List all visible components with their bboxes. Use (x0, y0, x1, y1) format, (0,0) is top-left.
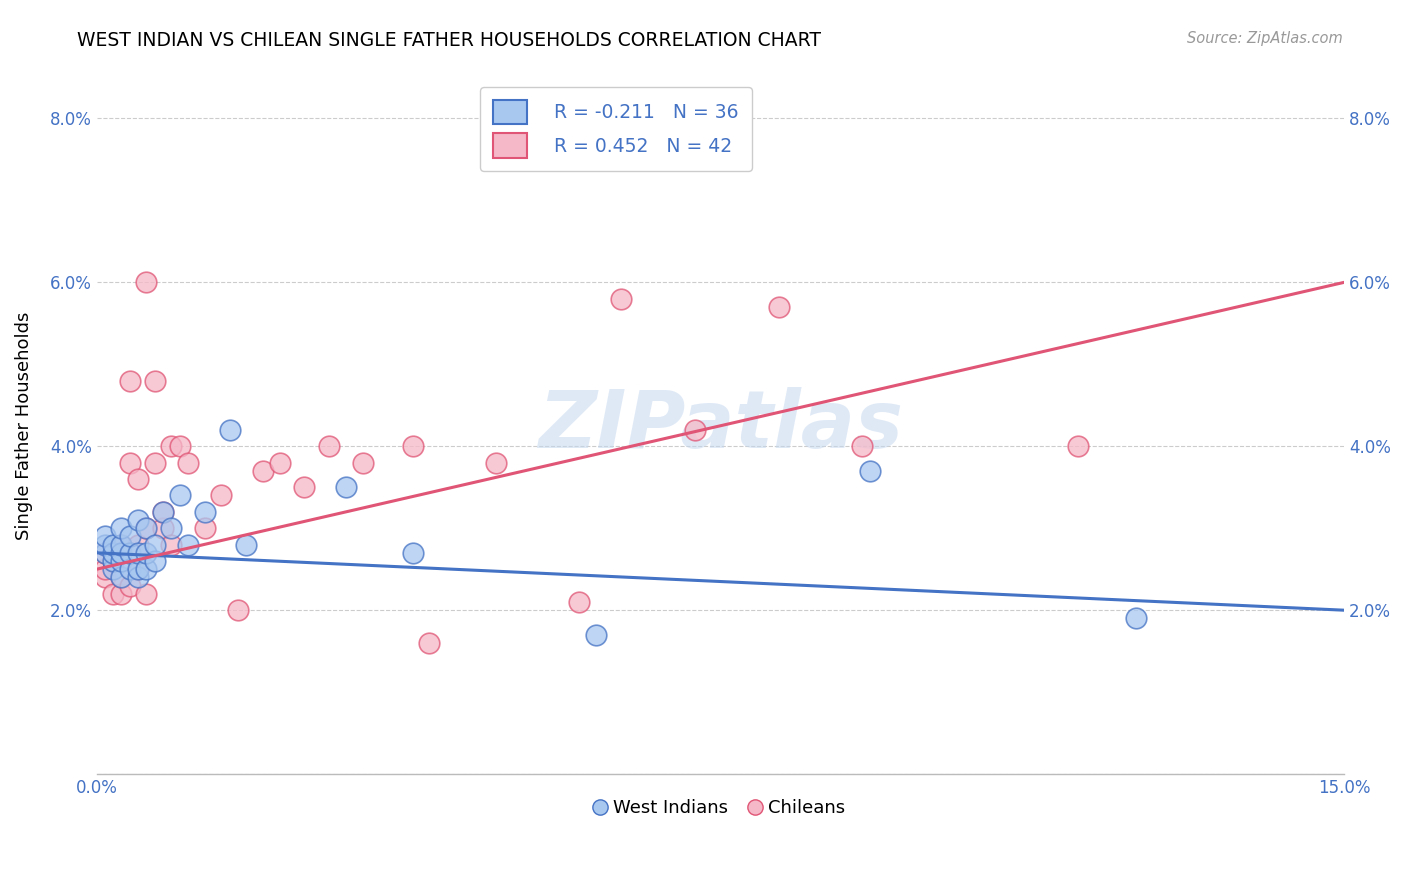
Point (127, 546, 149, 560)
Point (294, 480, 316, 494)
Point (110, 570, 132, 584)
Point (152, 521, 174, 535)
Point (851, 439, 873, 453)
Point (859, 464, 882, 478)
Text: ZIPatlas: ZIPatlas (538, 387, 903, 465)
Point (118, 529, 141, 543)
Point (235, 538, 257, 552)
Point (269, 456, 291, 470)
Point (101, 546, 124, 560)
Point (768, 300, 790, 314)
Point (143, 456, 166, 470)
Text: WEST INDIAN VS CHILEAN SINGLE FATHER HOUSEHOLDS CORRELATION CHART: WEST INDIAN VS CHILEAN SINGLE FATHER HOU… (77, 31, 821, 50)
Point (177, 456, 200, 470)
Legend: West Indians, Chileans: West Indians, Chileans (588, 792, 852, 824)
Point (1067, 439, 1090, 453)
Point (485, 456, 508, 470)
Text: Source: ZipAtlas.com: Source: ZipAtlas.com (1187, 31, 1343, 46)
Point (352, 456, 374, 470)
Point (127, 513, 149, 527)
Point (135, 521, 157, 535)
Point (169, 439, 191, 453)
Point (127, 562, 149, 576)
Point (401, 546, 423, 560)
Point (335, 480, 357, 494)
Point (160, 538, 183, 552)
Point (110, 587, 132, 601)
Point (118, 374, 141, 388)
Point (135, 546, 157, 560)
Point (127, 538, 149, 552)
Point (226, 603, 249, 617)
Point (135, 587, 157, 601)
Point (177, 538, 200, 552)
Point (127, 570, 149, 584)
Point (94, 546, 117, 560)
Point (110, 521, 132, 535)
Point (94, 570, 117, 584)
Point (110, 546, 132, 560)
Point (143, 374, 166, 388)
Point (118, 579, 141, 593)
Point (143, 538, 166, 552)
Point (169, 488, 191, 502)
Point (568, 595, 591, 609)
Point (160, 521, 183, 535)
Point (118, 456, 141, 470)
Point (101, 538, 124, 552)
Point (135, 562, 157, 576)
Point (143, 554, 166, 568)
Point (101, 587, 124, 601)
Y-axis label: Single Father Households: Single Father Households (15, 311, 32, 540)
Point (110, 570, 132, 584)
Point (209, 488, 232, 502)
Point (118, 562, 141, 576)
Point (152, 505, 174, 519)
Point (118, 546, 141, 560)
Point (94, 562, 117, 576)
Point (135, 521, 157, 535)
Point (94, 538, 117, 552)
Point (160, 439, 183, 453)
Point (110, 538, 132, 552)
Point (101, 554, 124, 568)
Point (127, 562, 149, 576)
Point (418, 636, 440, 650)
Point (110, 554, 132, 568)
Point (194, 505, 217, 519)
Point (585, 628, 607, 642)
Point (94, 546, 117, 560)
Point (401, 439, 423, 453)
Point (609, 292, 631, 306)
Point (127, 472, 149, 486)
Point (94, 529, 117, 543)
Point (152, 505, 174, 519)
Point (110, 538, 132, 552)
Point (194, 521, 217, 535)
Point (1125, 611, 1147, 625)
Point (252, 464, 274, 478)
Point (135, 276, 157, 290)
Point (318, 439, 340, 453)
Point (101, 554, 124, 568)
Point (101, 562, 124, 576)
Point (685, 423, 707, 437)
Point (218, 423, 240, 437)
